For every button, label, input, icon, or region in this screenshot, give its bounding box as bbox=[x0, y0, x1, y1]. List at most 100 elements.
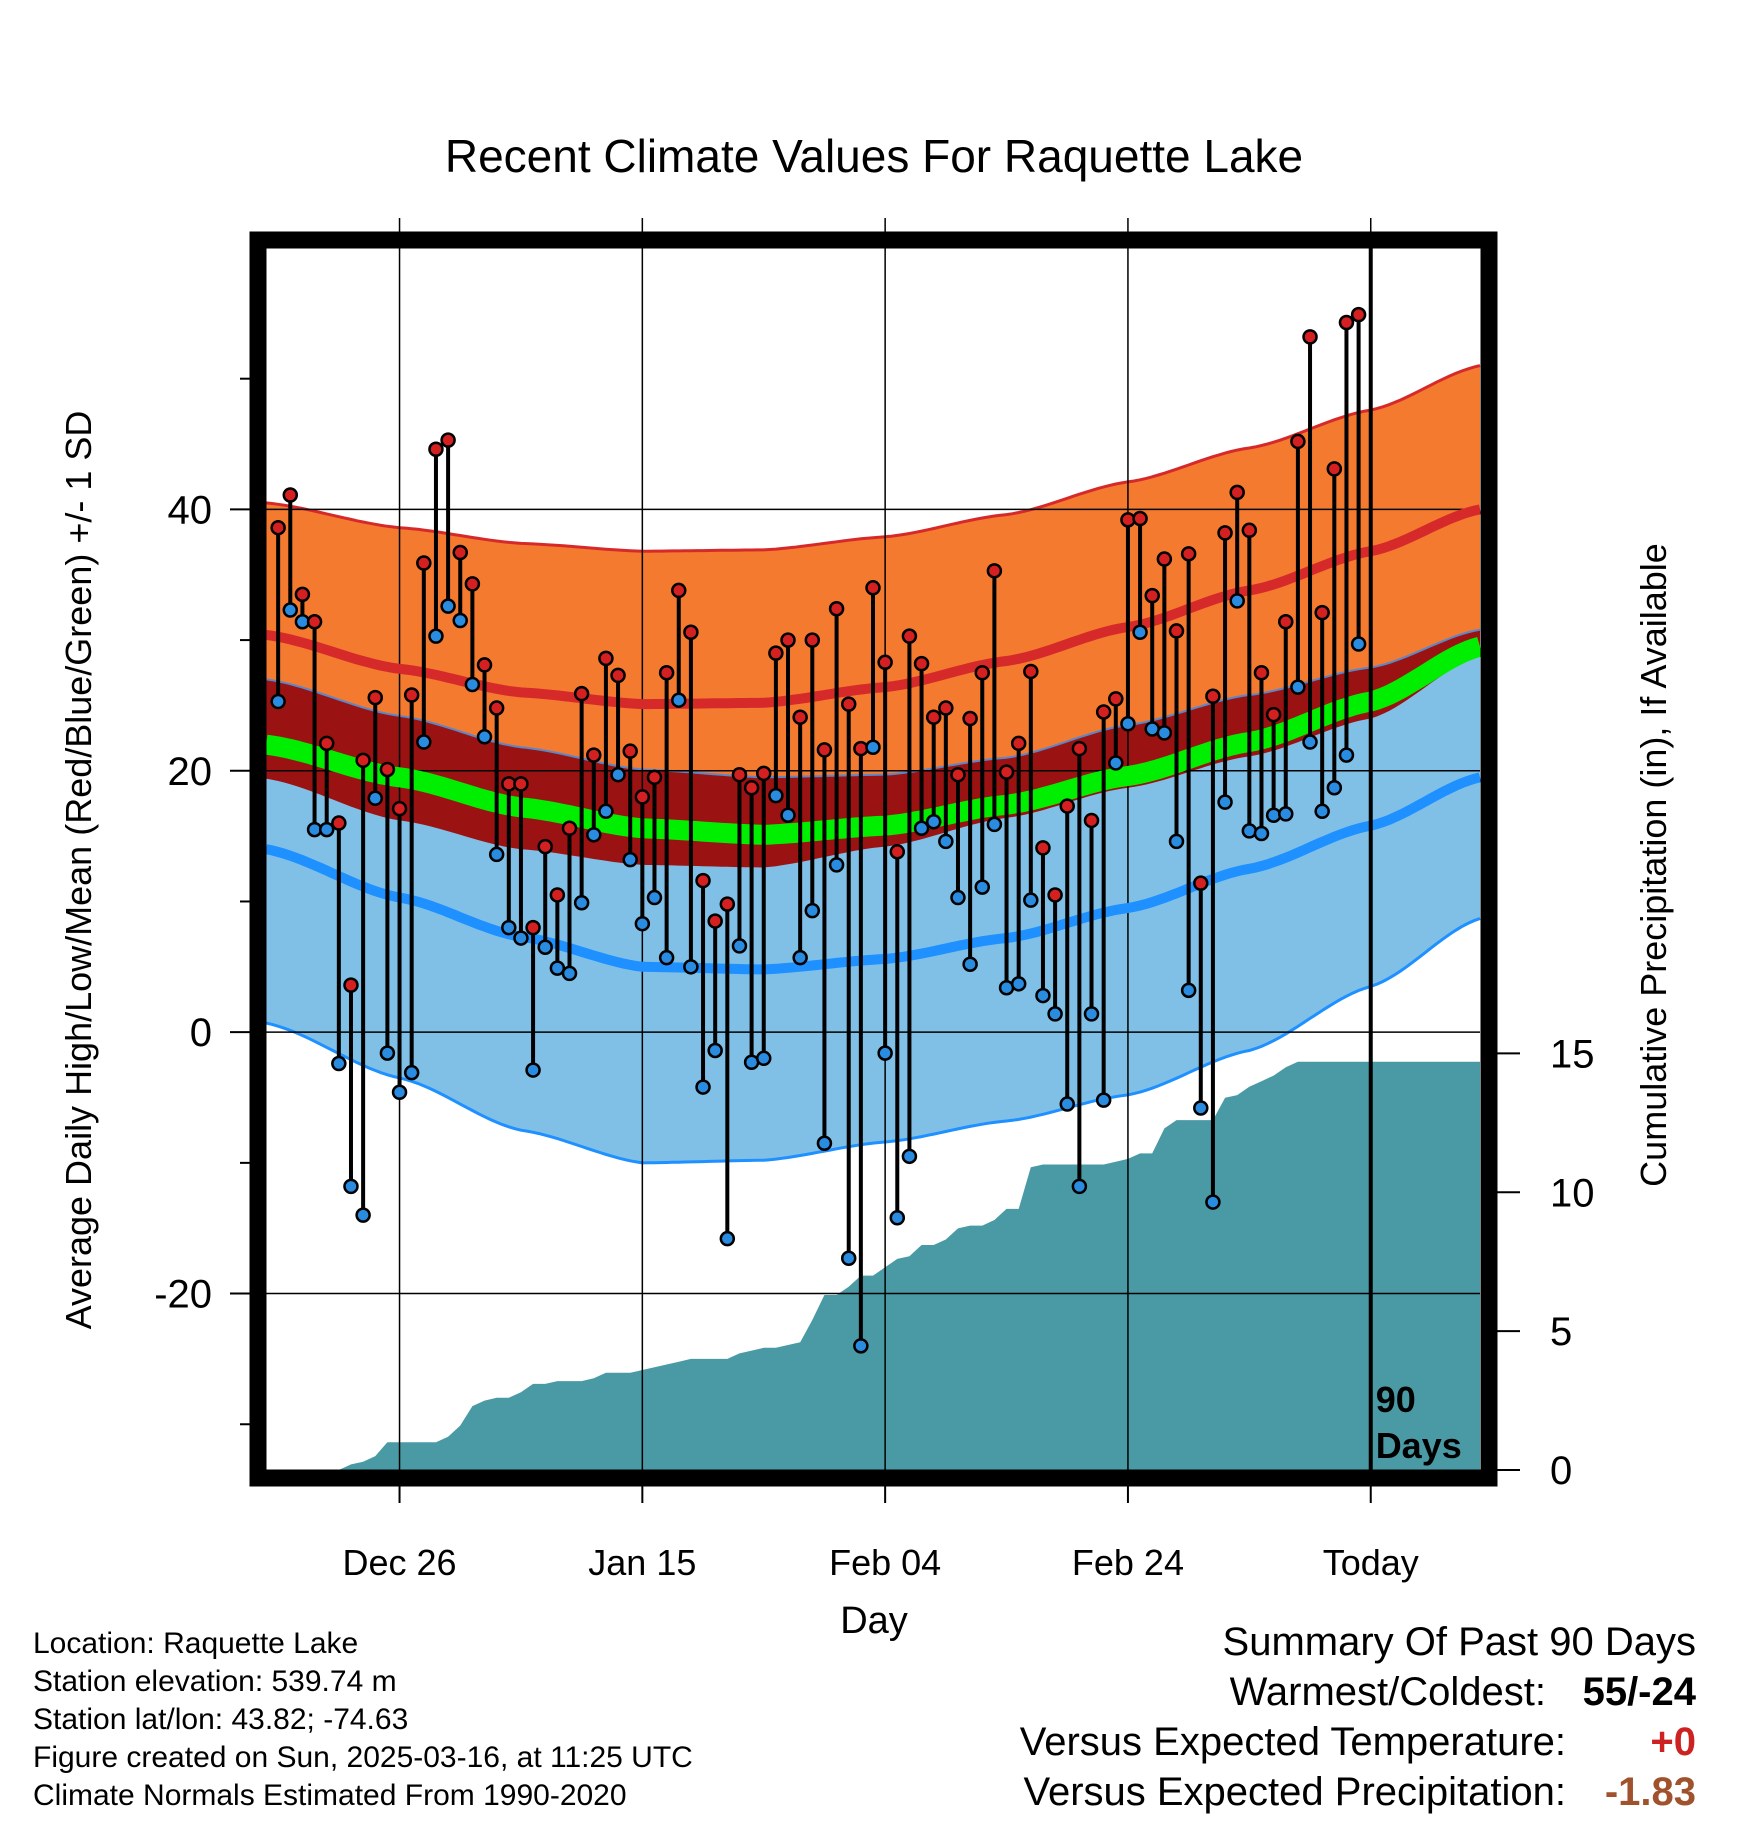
high-point bbox=[367, 689, 384, 706]
high-point bbox=[671, 582, 687, 599]
plot-frame bbox=[249, 231, 1498, 1487]
summary-heading-row: Summary Of Past 90 Days bbox=[1020, 1620, 1696, 1670]
station-info: Location: Raquette Lake Station elevatio… bbox=[33, 1625, 693, 1815]
y-tick-label: -20 bbox=[154, 1273, 212, 1317]
high-point bbox=[294, 586, 311, 603]
low-point bbox=[755, 1050, 772, 1067]
low-point bbox=[1350, 636, 1367, 652]
low-point bbox=[1253, 825, 1270, 842]
high-point bbox=[792, 709, 808, 725]
high-point bbox=[950, 766, 966, 783]
high-point bbox=[537, 838, 553, 855]
low-point bbox=[513, 930, 529, 946]
low-point bbox=[719, 1230, 736, 1247]
high-point bbox=[476, 657, 493, 673]
low-point bbox=[416, 734, 432, 750]
low-point bbox=[938, 833, 954, 850]
high-point bbox=[452, 544, 468, 561]
high-point bbox=[1217, 525, 1233, 541]
high-point bbox=[634, 789, 651, 805]
high-point bbox=[343, 977, 359, 993]
warmest-row: Warmest/Coldest: 55/-24 bbox=[1020, 1670, 1696, 1720]
low-point bbox=[586, 827, 602, 843]
low-point bbox=[913, 820, 930, 837]
high-point bbox=[1035, 840, 1051, 856]
high-point bbox=[379, 761, 396, 778]
low-point bbox=[525, 1062, 541, 1078]
mean-normal-line bbox=[264, 637, 1483, 845]
low-point bbox=[1326, 780, 1343, 796]
low-point bbox=[1095, 1092, 1112, 1108]
high-point bbox=[1168, 623, 1185, 639]
low-point bbox=[343, 1178, 359, 1195]
high-point bbox=[1132, 510, 1148, 527]
x-tick-label: Feb 04 bbox=[829, 1542, 941, 1583]
low-point bbox=[1314, 803, 1330, 820]
y2-tick-label: 10 bbox=[1550, 1171, 1595, 1215]
high-point bbox=[1290, 433, 1306, 450]
today-days-number: 90 bbox=[1376, 1379, 1416, 1420]
high-point bbox=[573, 685, 590, 702]
high-point bbox=[816, 742, 833, 758]
y2-axis-label: Cumulative Precipitation (in), If Availa… bbox=[1633, 543, 1674, 1187]
precip-fill bbox=[266, 1061, 1480, 1470]
high-point bbox=[1241, 522, 1258, 539]
high-point bbox=[865, 580, 881, 596]
precip-label: Versus Expected Precipitation: bbox=[1023, 1770, 1566, 1814]
high-point bbox=[1338, 314, 1355, 331]
high-point bbox=[938, 700, 954, 716]
high-point bbox=[1265, 706, 1282, 723]
low-point bbox=[865, 739, 881, 756]
low-point bbox=[1108, 755, 1124, 771]
high-point bbox=[416, 555, 432, 571]
y-tick-label: 20 bbox=[168, 750, 213, 794]
high-point bbox=[1010, 735, 1027, 752]
low-point bbox=[440, 598, 456, 614]
low-point bbox=[270, 693, 286, 710]
low-point bbox=[1241, 823, 1258, 839]
high-point bbox=[1193, 875, 1209, 891]
low-point bbox=[731, 938, 748, 954]
y2-tick-label: 15 bbox=[1550, 1032, 1595, 1076]
high-point bbox=[719, 896, 736, 912]
high-point bbox=[622, 743, 638, 759]
low-minus-sd-edge bbox=[265, 917, 1481, 1165]
low-point bbox=[950, 889, 966, 906]
high-point bbox=[743, 780, 760, 796]
x-tick-label: Jan 15 bbox=[588, 1542, 696, 1583]
chart-title: Recent Climate Values For Raquette Lake bbox=[445, 130, 1303, 182]
high-point bbox=[282, 487, 299, 503]
high-point bbox=[270, 519, 286, 536]
today-days-label: Days bbox=[1376, 1425, 1462, 1466]
high-point bbox=[1278, 614, 1294, 630]
high-point bbox=[804, 632, 821, 648]
today-marker: 90 Days bbox=[1368, 248, 1462, 1470]
latlon-text: Station lat/lon: 43.82; -74.63 bbox=[33, 1703, 409, 1736]
high-point bbox=[889, 844, 906, 860]
low-point bbox=[464, 676, 481, 693]
low-point bbox=[573, 895, 590, 911]
high-point bbox=[1108, 691, 1124, 707]
high-point bbox=[440, 432, 456, 448]
low-point bbox=[1205, 1194, 1221, 1210]
high-point bbox=[391, 800, 408, 817]
high-point bbox=[1047, 887, 1063, 903]
high-point bbox=[877, 654, 893, 671]
high-point bbox=[306, 614, 323, 630]
low-point bbox=[561, 965, 578, 982]
low-point bbox=[355, 1207, 371, 1223]
low-point bbox=[610, 766, 626, 783]
high-point bbox=[840, 696, 857, 712]
high-point bbox=[1023, 663, 1039, 680]
low-point bbox=[646, 889, 663, 906]
axes: Dec 26 Jan 15 Feb 04 Feb 24 Today -20 0 20 40 0 5 1… bbox=[154, 377, 1595, 1583]
high-point bbox=[1071, 740, 1088, 757]
high-point bbox=[549, 887, 566, 903]
low-point bbox=[853, 1338, 869, 1354]
high-point bbox=[610, 667, 626, 684]
low-point bbox=[537, 939, 553, 955]
low-point bbox=[1290, 679, 1306, 695]
high-point bbox=[355, 752, 371, 769]
low-point bbox=[1180, 982, 1197, 999]
